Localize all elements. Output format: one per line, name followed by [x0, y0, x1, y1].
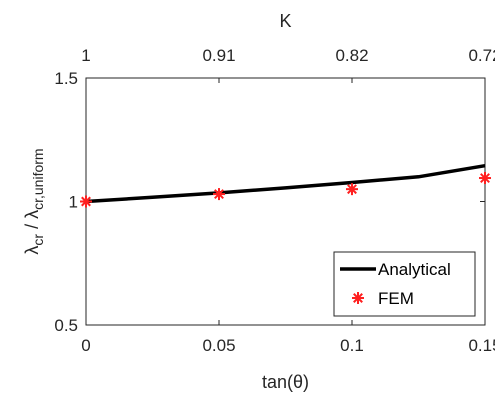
- x-tick-label: 0: [81, 336, 90, 355]
- fem-marker: [479, 172, 491, 185]
- y-tick-label: 1.5: [54, 69, 78, 88]
- legend-fem-label: FEM: [378, 289, 414, 308]
- series-layer: [80, 163, 491, 208]
- y-tick-label: 1: [69, 193, 78, 212]
- x-tick-label: 0.1: [340, 336, 364, 355]
- legend: Analytical FEM: [333, 251, 476, 317]
- fem-marker: [346, 183, 358, 196]
- series-line-analytical: [85, 163, 486, 204]
- top-tick-label: 1: [81, 46, 90, 65]
- legend-box: [333, 251, 476, 317]
- x-axis-label: tan(θ): [262, 372, 309, 392]
- x-tick-label: 0.05: [202, 336, 235, 355]
- fem-marker: [80, 195, 92, 208]
- legend-analytical-label: Analytical: [378, 260, 451, 279]
- x-tick-label: 0.15: [468, 336, 495, 355]
- top-tick-label: 0.91: [202, 46, 235, 65]
- y-tick-label: 0.5: [54, 316, 78, 335]
- y-axis-label: λcr / λcr,uniform: [22, 148, 46, 254]
- top-tick-label: 0.82: [335, 46, 368, 65]
- top-axis-label: K: [279, 11, 291, 31]
- fem-marker: [213, 188, 225, 201]
- legend-fem-swatch: [352, 292, 364, 304]
- axis-labels: 00.050.10.1510.910.820.720.511.5tan(θ)Kλ…: [22, 11, 495, 392]
- top-tick-label: 0.72: [468, 46, 495, 65]
